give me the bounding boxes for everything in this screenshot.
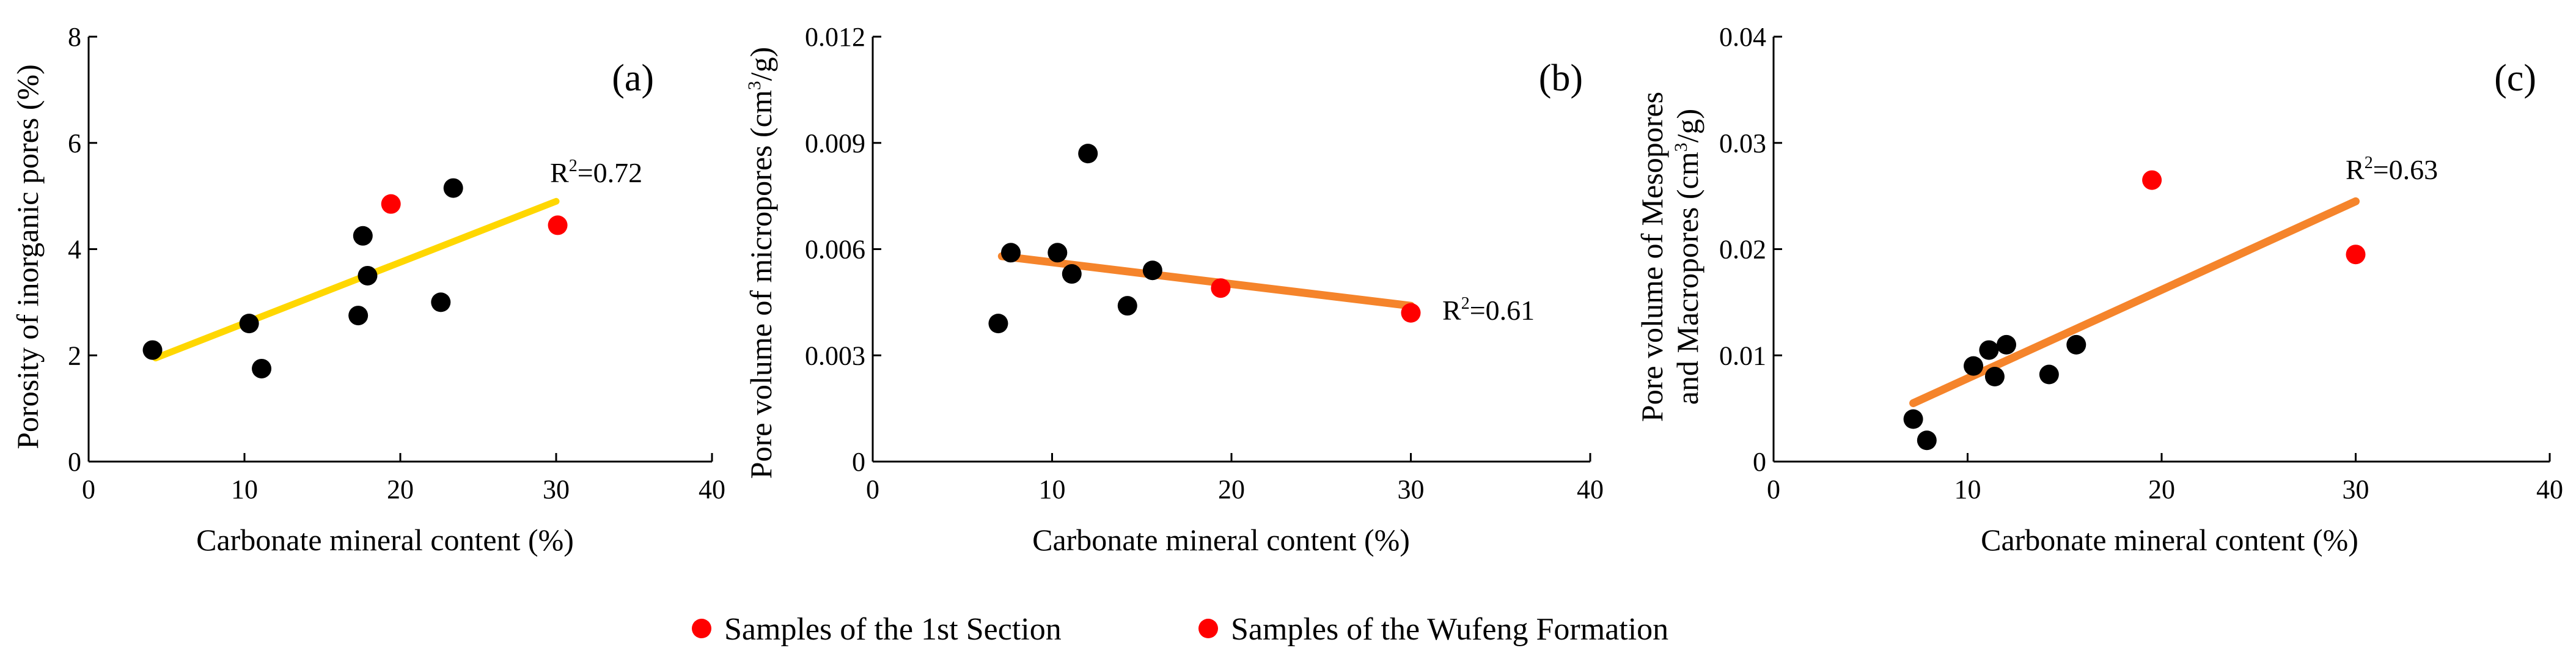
panel-a-y-tick-label: 2 bbox=[68, 341, 81, 370]
panel-b-y-tick-label: 0 bbox=[852, 447, 865, 477]
panel-c-trendline bbox=[1909, 197, 2360, 407]
panel-a-section-point bbox=[348, 306, 369, 326]
panel-c-section-point bbox=[1903, 409, 1923, 429]
panel-b-x-label: Carbonate mineral content (%) bbox=[1032, 523, 1410, 557]
legend: Samples of the 1st Section Samples of th… bbox=[692, 612, 1668, 647]
legend-label-1st-section: Samples of the 1st Section bbox=[724, 612, 1062, 647]
panel-b-x-tick-label: 40 bbox=[1577, 474, 1604, 504]
legend-marker-wufeng bbox=[1198, 619, 1218, 638]
panel-a-x-tick-label: 10 bbox=[231, 474, 258, 504]
panel-a-section-point bbox=[353, 226, 373, 246]
panel-c-wufeng-point bbox=[2142, 170, 2162, 190]
panel-b-chart: 0 10 20 30 40 0 0.003 0.006 0.009 0.012 (b) R2=0.… bbox=[744, 22, 1604, 557]
panel-b-y-tick-label: 0.012 bbox=[805, 22, 865, 52]
panel-c-x-label: Carbonate mineral content (%) bbox=[1981, 523, 2358, 557]
panel-c-x-tick-label: 30 bbox=[2343, 474, 2369, 504]
panel-b-section-point bbox=[1048, 243, 1068, 263]
panel-a-x-tick-label: 0 bbox=[82, 474, 95, 504]
panel-b-trendline bbox=[997, 252, 1415, 310]
panel-a-wufeng-point bbox=[381, 194, 401, 214]
panel-c-y-tick-label: 0.03 bbox=[1719, 128, 1766, 158]
panel-a-section-point bbox=[142, 340, 163, 360]
panel-a-section-point bbox=[431, 292, 451, 312]
panel-c-section-point bbox=[1984, 367, 2005, 386]
panel-c-chart: 0 10 20 30 40 0 0.01 0.02 0.03 0.04 (c) R2=0.63 C… bbox=[1635, 22, 2563, 557]
panel-c-y-label-line1: Pore volume of Mesopores bbox=[1635, 92, 1669, 422]
panel-b-section-point bbox=[1000, 243, 1021, 263]
panel-c-wufeng-point bbox=[2346, 245, 2366, 265]
panel-c-r2: R2=0.63 bbox=[2346, 153, 2438, 185]
panel-c-y-tick-label: 0 bbox=[1753, 447, 1766, 477]
panel-b-x-tick-label: 10 bbox=[1039, 474, 1066, 504]
panel-a-section-point bbox=[239, 314, 259, 334]
panel-a-section-point bbox=[443, 178, 463, 198]
panel-c-x-tick-label: 20 bbox=[2148, 474, 2175, 504]
panel-a-y-tick-label: 8 bbox=[68, 22, 81, 52]
panel-c-y-tick-label: 0.04 bbox=[1719, 22, 1766, 52]
panel-a-x-label: Carbonate mineral content (%) bbox=[196, 523, 574, 557]
panel-b-y-label: Pore volume of micropores (cm3/g) bbox=[744, 47, 778, 479]
panel-c-section-point bbox=[1917, 430, 1937, 451]
panel-b-x-tick-label: 0 bbox=[866, 474, 879, 504]
legend-label-wufeng: Samples of the Wufeng Formation bbox=[1231, 612, 1668, 647]
panel-c-y-label-line2: and Macropores (cm3/g) bbox=[1670, 109, 1704, 405]
panel-a-y-tick-label: 6 bbox=[68, 128, 81, 158]
panel-a-x-tick-label: 40 bbox=[699, 474, 725, 504]
panel-c-x-tick-label: 10 bbox=[1954, 474, 1981, 504]
panel-a-x-tick-label: 20 bbox=[387, 474, 414, 504]
panel-a-chart: 0 10 20 30 40 0 2 4 6 8 (a) R2=0.72 Carbonate min… bbox=[10, 22, 725, 557]
panel-a-wufeng-point bbox=[548, 215, 568, 235]
panel-c-section-point bbox=[2066, 334, 2086, 355]
panel-c-section-point bbox=[1979, 340, 1999, 360]
panel-c-section-point bbox=[1964, 356, 1984, 376]
panel-b-section-point bbox=[1078, 144, 1098, 164]
panel-c-x-tick-label: 40 bbox=[2536, 474, 2563, 504]
panel-b-y-tick-label: 0.009 bbox=[805, 128, 865, 158]
panel-c-y-tick-label: 0.01 bbox=[1719, 341, 1766, 370]
panel-a-trendline bbox=[152, 197, 560, 362]
legend-marker-1st-section bbox=[692, 619, 711, 638]
panel-b-letter: (b) bbox=[1539, 57, 1583, 99]
panel-a-y-label: Porosity of inorganic pores (%) bbox=[10, 64, 45, 449]
panel-a-x-tick-label: 30 bbox=[543, 474, 570, 504]
panel-b-y-tick-label: 0.003 bbox=[805, 341, 865, 370]
panel-b-r2: R2=0.61 bbox=[1442, 294, 1535, 326]
panel-a-section-point bbox=[252, 358, 272, 378]
panel-b-wufeng-point bbox=[1211, 278, 1231, 298]
panel-b-section-point bbox=[988, 314, 1008, 334]
panel-c-section-point bbox=[1997, 334, 2016, 355]
panel-c-letter: (c) bbox=[2494, 57, 2536, 99]
panel-a-y-tick-label: 4 bbox=[68, 235, 81, 265]
panel-b-x-tick-label: 20 bbox=[1218, 474, 1245, 504]
panel-c-y-tick-label: 0.02 bbox=[1719, 235, 1766, 265]
panel-b-y-tick-label: 0.006 bbox=[805, 235, 865, 265]
panel-c-section-point bbox=[2039, 364, 2059, 385]
panel-b-wufeng-point bbox=[1401, 303, 1421, 323]
panel-b-section-point bbox=[1117, 296, 1137, 316]
panel-b-x-tick-label: 30 bbox=[1398, 474, 1425, 504]
panel-a-r2: R2=0.72 bbox=[550, 157, 642, 188]
panel-b-section-point bbox=[1142, 260, 1162, 281]
panel-a-y-tick-label: 0 bbox=[68, 447, 81, 477]
panel-c-x-tick-label: 0 bbox=[1767, 474, 1780, 504]
panel-a-section-point bbox=[358, 265, 378, 286]
panel-a-letter: (a) bbox=[612, 57, 654, 99]
panel-b-section-point bbox=[1062, 264, 1082, 284]
